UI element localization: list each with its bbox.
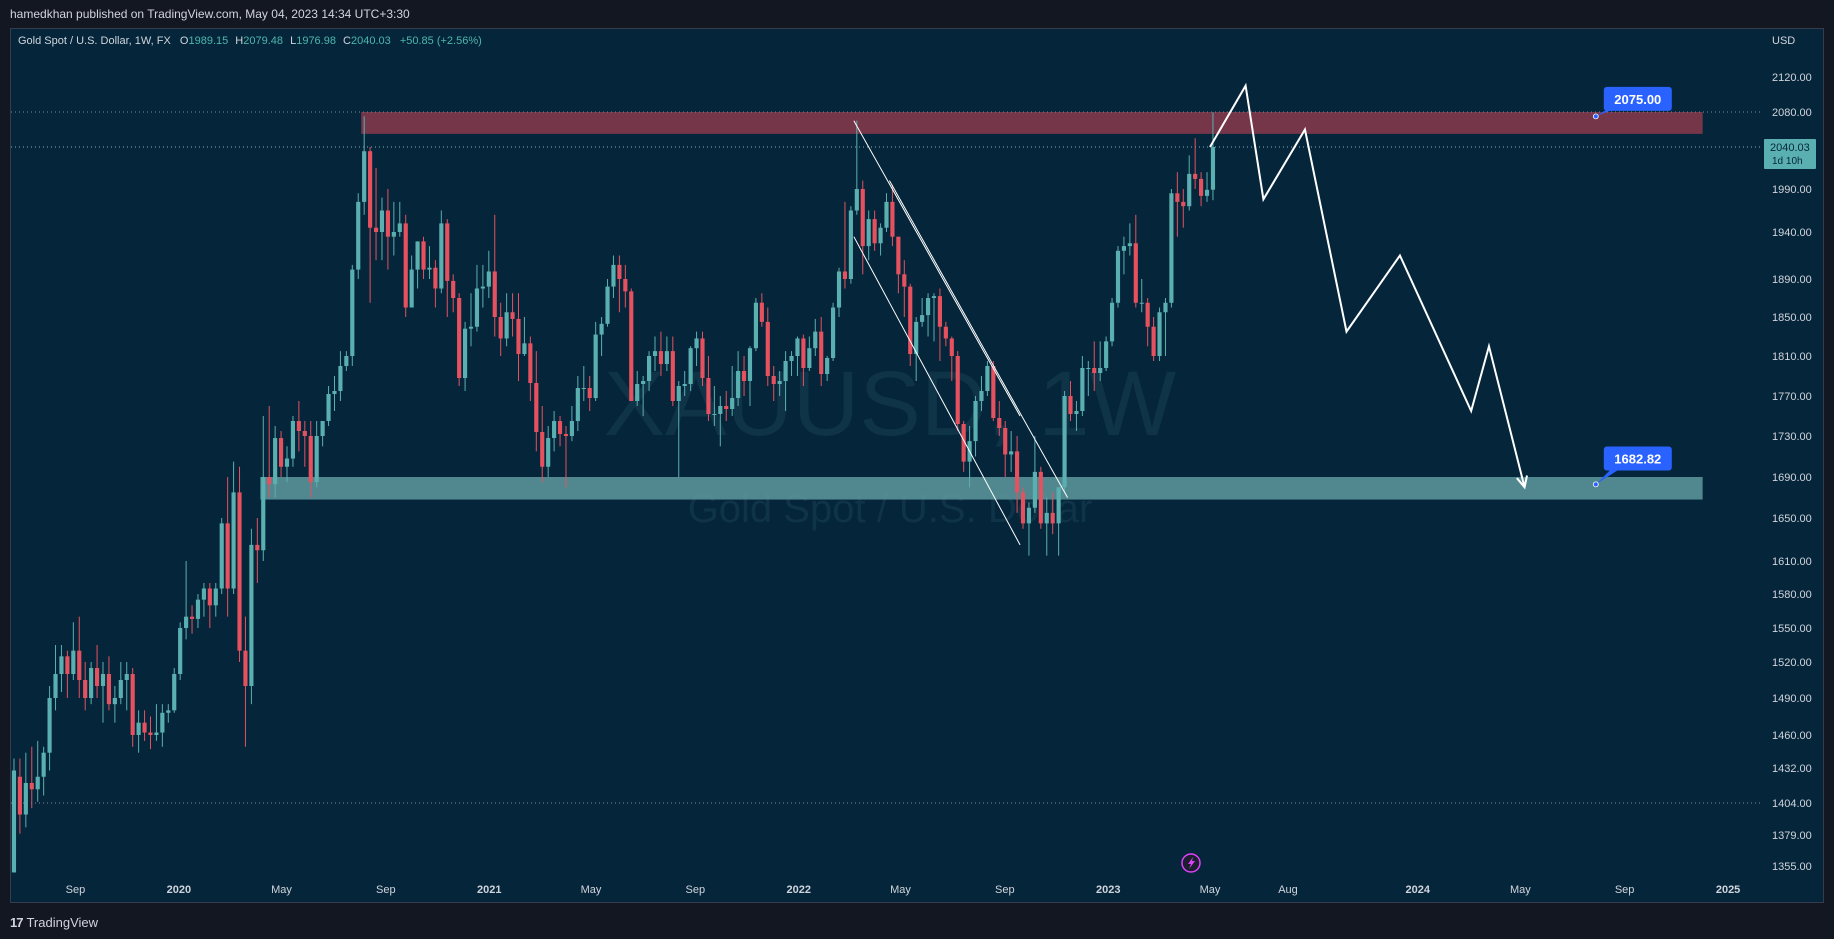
tradingview-logo[interactable]: 17 TradingView bbox=[10, 915, 98, 930]
currency-label[interactable]: USD bbox=[1772, 35, 1796, 47]
chart-pane[interactable] bbox=[10, 28, 1824, 903]
publisher-bar: hamedkhan published on TradingView.com, … bbox=[0, 0, 1834, 28]
published-text: hamedkhan published on TradingView.com, … bbox=[10, 7, 410, 21]
low-value: 1976.98 bbox=[296, 35, 336, 47]
symbol-title[interactable]: Gold Spot / U.S. Dollar, 1W, FX bbox=[18, 35, 171, 47]
high-label: H bbox=[235, 35, 244, 47]
open-label: O bbox=[179, 35, 189, 47]
tradingview-brand: TradingView bbox=[26, 915, 99, 930]
symbol-legend: Gold Spot / U.S. Dollar, 1W, FX O1989.15… bbox=[18, 35, 482, 47]
close-value: 2040.03 bbox=[350, 35, 391, 47]
tradingview-logo-icon: 17 bbox=[10, 915, 24, 930]
footer-bar bbox=[0, 903, 1834, 939]
low-label: L bbox=[290, 35, 297, 47]
open-value: 1989.15 bbox=[188, 35, 229, 47]
close-label: C bbox=[343, 35, 351, 47]
high-value: 2079.48 bbox=[243, 35, 284, 47]
change-value: +50.85 (+2.56%) bbox=[399, 35, 482, 47]
